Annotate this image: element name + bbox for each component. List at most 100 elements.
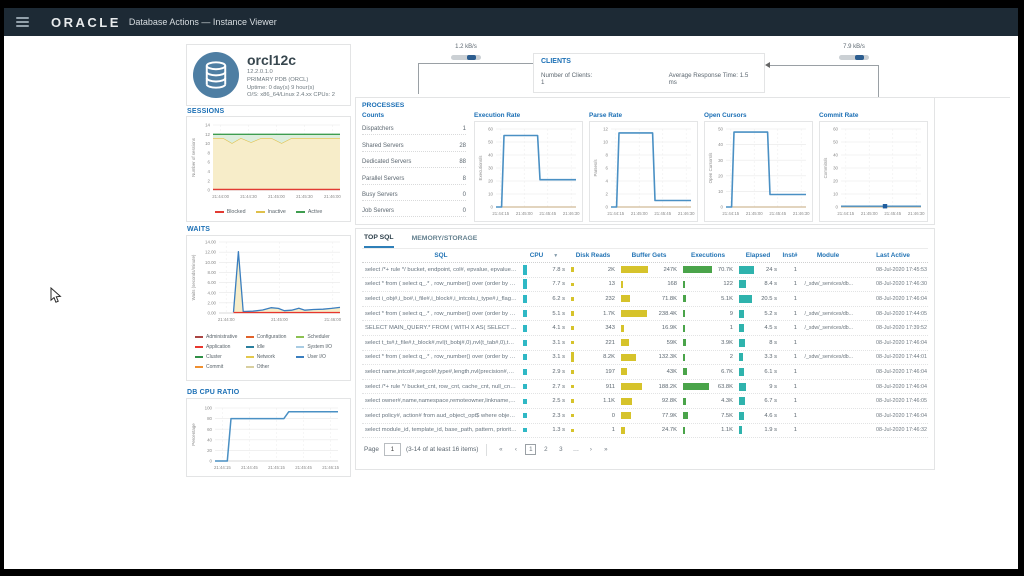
elapsed-bar (739, 294, 752, 303)
pagination-button[interactable]: … (572, 446, 579, 454)
column-header-cpu[interactable]: CPU ▼ (529, 252, 559, 259)
app-header: ORACLE Database Actions — Instance Viewe… (4, 8, 1018, 36)
column-header-disk-reads[interactable]: Disk Reads (575, 252, 611, 259)
svg-text:21:44:15: 21:44:15 (214, 465, 231, 470)
cpu-bar (523, 428, 527, 433)
svg-text:20: 20 (718, 173, 723, 178)
table-row[interactable]: select /*+ rule */ bucket_cnt, row_cnt, … (362, 380, 928, 395)
pagination-button[interactable]: 3 (559, 446, 563, 454)
cpu-bar (523, 354, 527, 361)
column-header-elapsed[interactable]: Elapsed (745, 252, 771, 259)
table-row[interactable]: select policy#, action# from aud_object_… (362, 409, 928, 424)
sql-cell: select module_id, template_id, base_path… (365, 427, 520, 434)
svg-text:21:46:00: 21:46:00 (324, 317, 341, 322)
page-input[interactable] (383, 443, 401, 457)
executions-cell: 70.7K (680, 266, 736, 274)
elapsed-bar (739, 411, 744, 420)
executions-cell: 9 (680, 310, 736, 318)
disk-reads-bar (571, 267, 574, 273)
pagination-button[interactable]: « (499, 446, 503, 454)
elapsed-cell: 20.5 s (736, 294, 780, 303)
elapsed-cell: 4.5 s (736, 324, 780, 333)
column-header-inst[interactable]: Inst# (782, 252, 798, 259)
arrow-left-icon (765, 61, 770, 68)
buffer-gets-cell: 43K (618, 368, 680, 376)
table-row[interactable]: select module_id, template_id, base_path… (362, 424, 928, 439)
disk-reads-cell: 1.7K (568, 311, 618, 317)
clients-box: CLIENTS Number of Clients: 1 Average Res… (533, 53, 765, 93)
column-header-executions[interactable]: Executions (690, 252, 726, 259)
outbound-rate-bar (839, 55, 869, 60)
count-row: Parallel Servers 8 (362, 168, 466, 185)
buffer-gets-bar (621, 266, 648, 274)
svg-text:21:44:15: 21:44:15 (837, 211, 854, 216)
column-header-sql[interactable]: SQL (434, 252, 448, 259)
column-header-buffer-gets[interactable]: Buffer Gets (631, 252, 667, 259)
disk-reads-bar (571, 282, 574, 286)
sort-descending-icon[interactable]: ▼ (553, 252, 559, 259)
table-row[interactable]: SELECT MAIN_QUERY.* FROM ( WITH X AS( SE… (362, 321, 928, 336)
table-row[interactable]: select name,intcol#,segcol#,type#,length… (362, 365, 928, 380)
sql-cell: select i_obj#,i_bo#,i_file#,i_block#,i_i… (365, 295, 520, 302)
column-header-last-active[interactable]: Last Active (876, 252, 910, 259)
table-row[interactable]: select owner#,name,namespace,remoteowner… (362, 394, 928, 409)
execution-rate-module: Execution Rate 21:44:15 21:45:00 21:45:45 2… (474, 112, 583, 222)
disk-reads-bar (571, 399, 574, 404)
table-row[interactable]: select t_ts#,t_file#,t_block#,nvl(t_bobj… (362, 336, 928, 351)
disk-reads-cell: 8.2K (568, 352, 618, 363)
disk-reads-bar (571, 384, 574, 389)
clients-title: CLIENTS (541, 58, 571, 65)
table-row[interactable]: select * from ( select q_.* , row_number… (362, 307, 928, 322)
hamburger-menu-icon[interactable] (16, 17, 29, 27)
pagination-button[interactable]: 2 (544, 446, 548, 454)
svg-text:40: 40 (488, 153, 493, 158)
inst-cell: 1 (793, 281, 797, 288)
legend-item: Other (245, 364, 295, 370)
top-sql-panel: TOP SQL MEMORY/STORAGE SQL CPU ▼ Disk Re… (355, 228, 935, 470)
cpu-bar (523, 279, 527, 290)
svg-text:21:44:15: 21:44:15 (722, 211, 739, 216)
executions-bar (683, 383, 709, 391)
inst-cell: 1 (793, 266, 797, 273)
app-title: Database Actions — Instance Viewer (128, 17, 277, 27)
svg-text:60: 60 (488, 127, 493, 132)
buffer-gets-bar (621, 412, 631, 420)
tab-memory-storage[interactable]: MEMORY/STORAGE (411, 235, 478, 242)
pagination-button[interactable]: ‹ (514, 446, 517, 454)
table-row[interactable]: select * from ( select q_.* , row_number… (362, 278, 928, 293)
pagination-button[interactable]: › (589, 446, 592, 454)
table-row[interactable]: select /*+ rule */ bucket, endpoint, col… (362, 263, 928, 278)
table-row[interactable]: select * from ( select q_.* , row_number… (362, 351, 928, 366)
column-header-module[interactable]: Module (816, 252, 840, 259)
svg-text:2.00: 2.00 (207, 300, 216, 305)
process-counts: Counts Dispatchers 1 Shared Servers 28 D… (362, 112, 466, 222)
count-value: 8 (462, 175, 466, 182)
pagination-button[interactable]: » (604, 446, 608, 454)
buffer-gets-bar (621, 295, 630, 303)
svg-text:10: 10 (718, 189, 723, 194)
connector-line (418, 63, 419, 94)
legend-item: Inactive (255, 209, 286, 215)
cpu-cell: 7.8 s (520, 264, 568, 275)
database-info-card: orcl12c 12.2.0.1.0 PRIMARY PDB (ORCL) Up… (186, 44, 351, 106)
cpu-bar (523, 339, 527, 346)
executions-bar (683, 295, 687, 303)
inst-cell: 1 (793, 354, 797, 361)
svg-text:6: 6 (606, 166, 609, 171)
execution-rate-title: Execution Rate (474, 112, 521, 119)
pagination-button[interactable]: 1 (525, 444, 537, 456)
processes-panel: PROCESSES Counts Dispatchers 1 Shared Se… (355, 97, 935, 225)
svg-text:Parses/s: Parses/s (593, 159, 598, 177)
disk-reads-cell: 1 (568, 427, 618, 433)
svg-text:21:44:45: 21:44:45 (241, 465, 258, 470)
module-cell: /_sdw/_services/db... (804, 310, 853, 317)
counts-title: Counts (362, 112, 385, 119)
disk-reads-cell: 1.1K (568, 398, 618, 404)
svg-text:10: 10 (488, 192, 493, 197)
legend-item: Active (295, 209, 322, 215)
tab-top-sql[interactable]: TOP SQL (364, 229, 394, 248)
sessions-section-label: SESSIONS (187, 108, 225, 115)
table-row[interactable]: select i_obj#,i_bo#,i_file#,i_block#,i_i… (362, 292, 928, 307)
app-window: ORACLE Database Actions — Instance Viewe… (4, 8, 1018, 569)
elapsed-cell: 24 s (736, 265, 780, 274)
